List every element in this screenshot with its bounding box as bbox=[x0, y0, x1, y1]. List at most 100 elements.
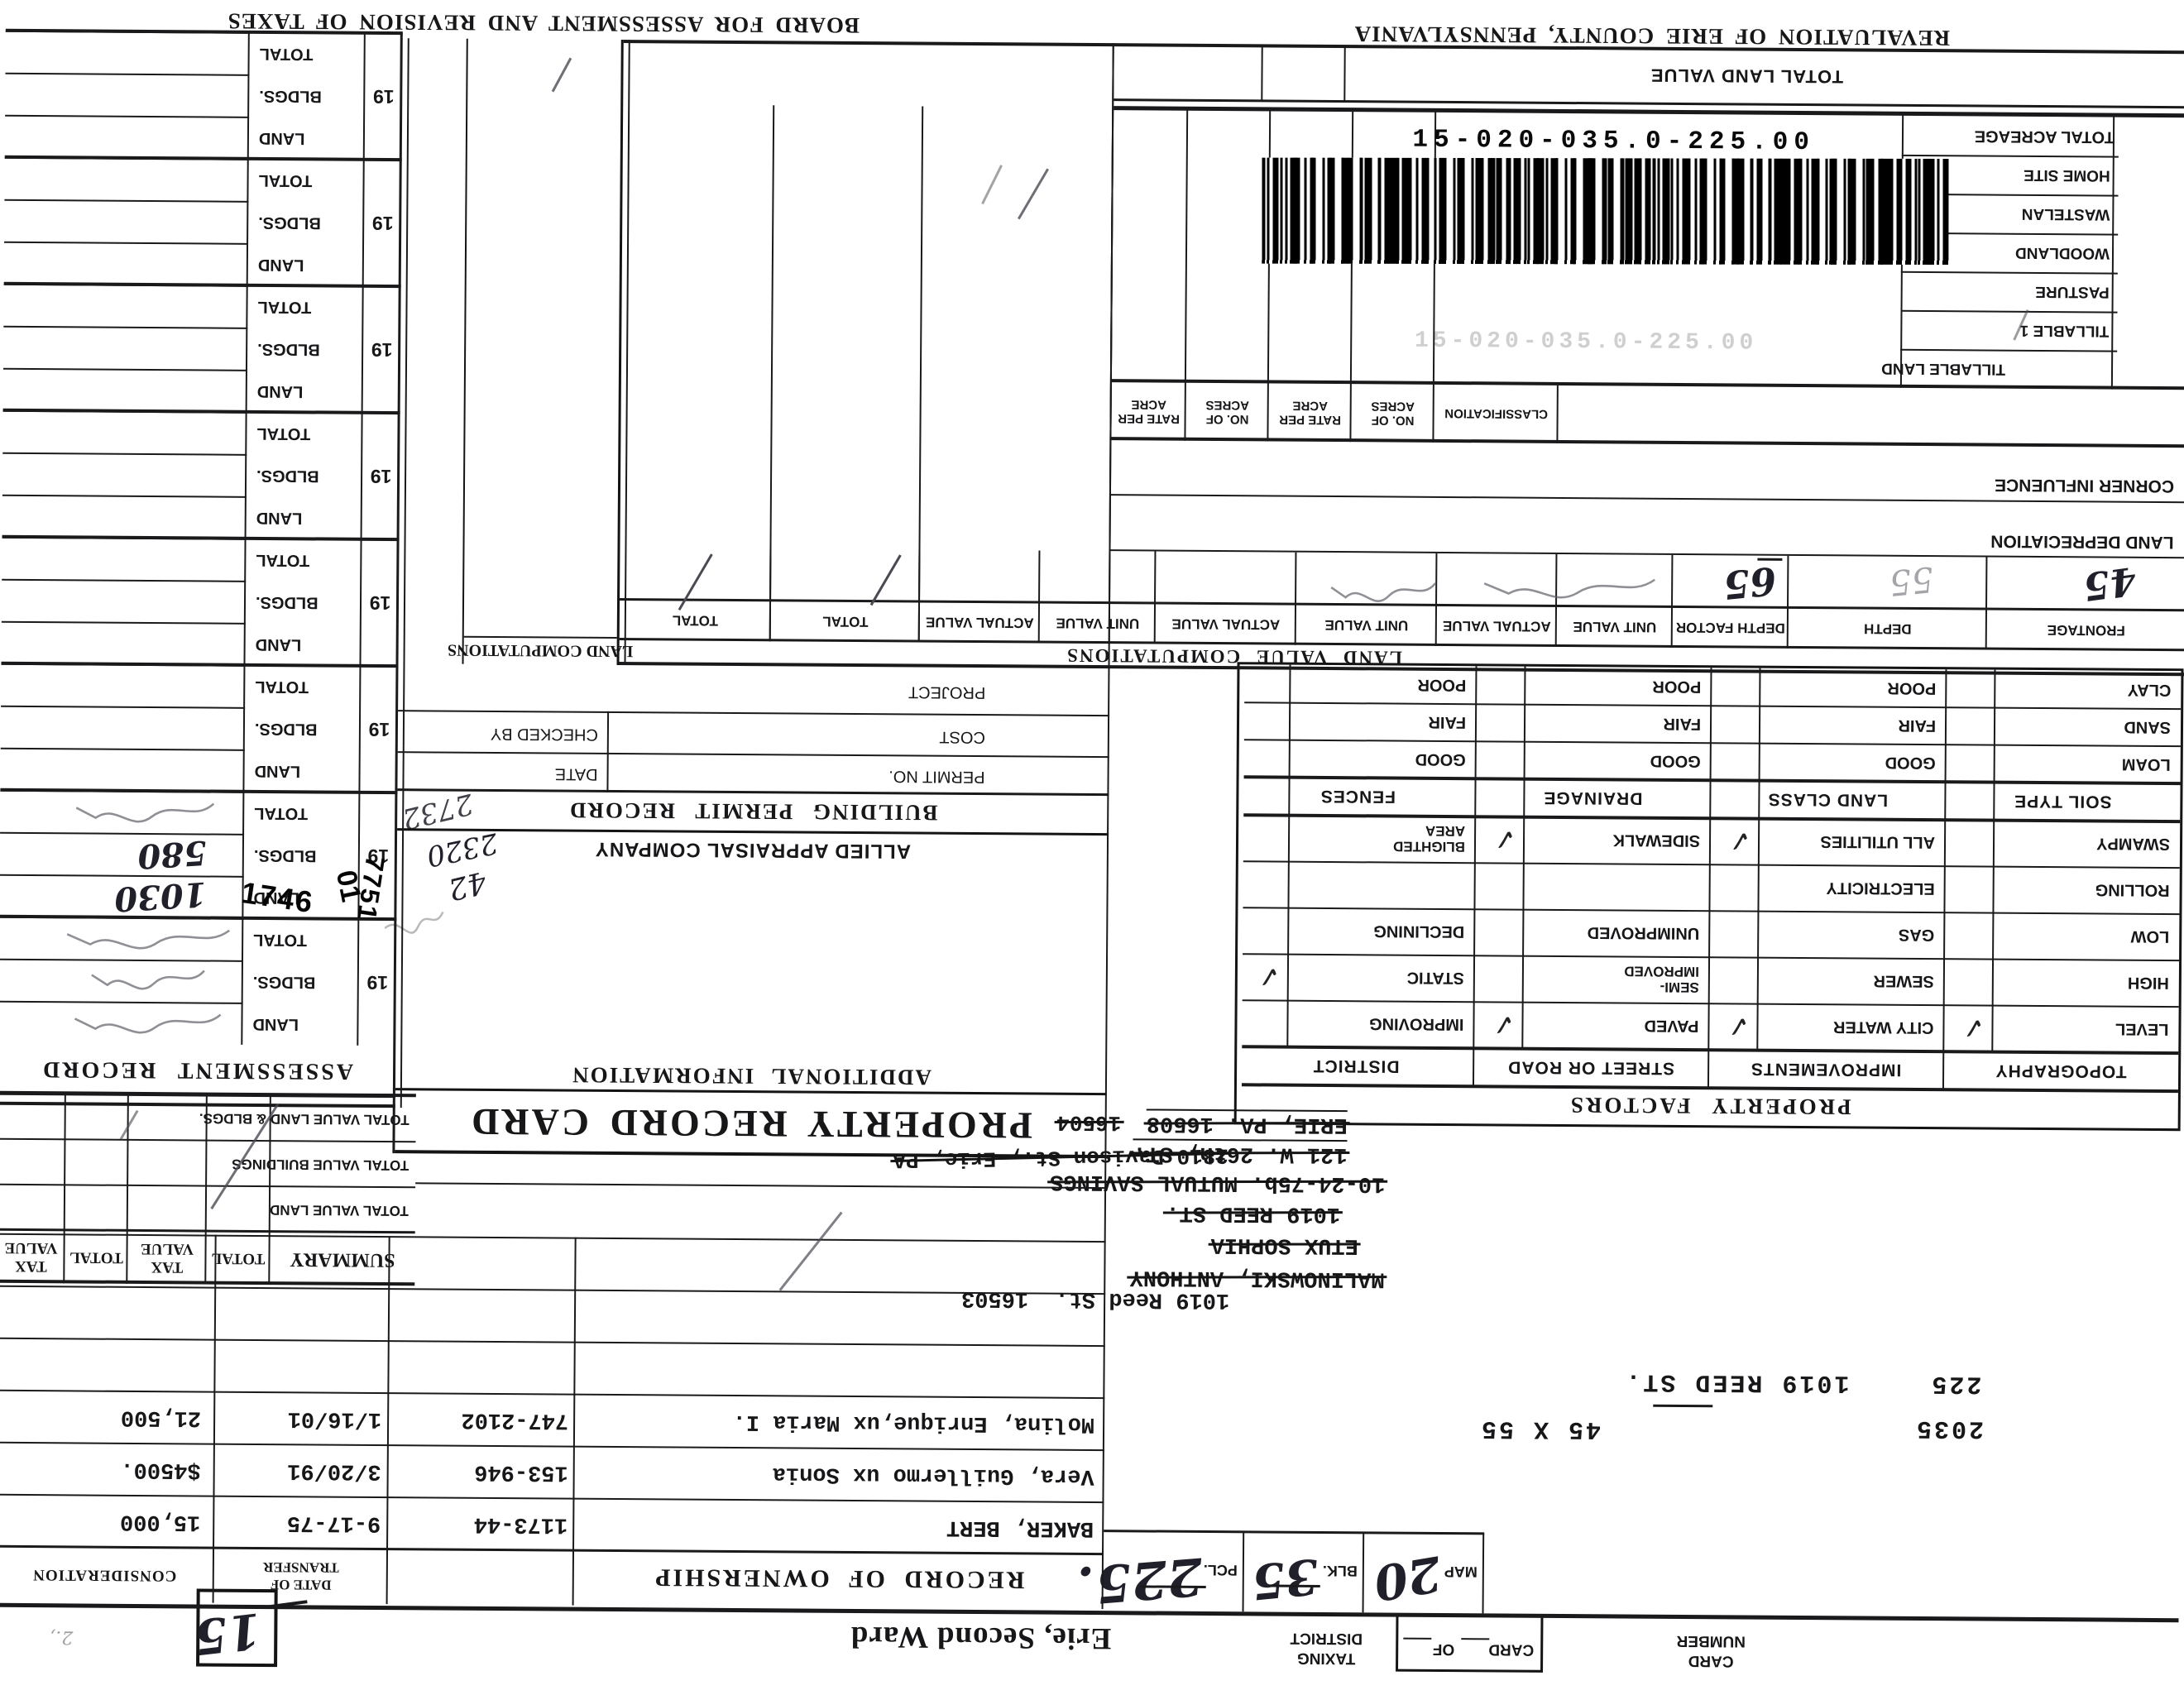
assessment-row-label: BLDGS. bbox=[256, 466, 319, 486]
ownership-date: 9-17-75 bbox=[286, 1510, 381, 1536]
lvc-header-3: UNIT VALUE bbox=[1573, 619, 1657, 635]
lvc-scribble-1 bbox=[1483, 578, 1656, 599]
typed-parcel: 225 bbox=[1929, 1369, 1982, 1398]
permit-no-label: PERMIT NO. bbox=[888, 767, 985, 787]
total-land-value-label: TOTAL LAND VALUE bbox=[1650, 65, 1844, 88]
map-value: 20 bbox=[1369, 1544, 1445, 1611]
ownership-name: BAKER, BERT bbox=[946, 1514, 1094, 1541]
assessment-scribble-total bbox=[75, 802, 215, 823]
assessment-value-line bbox=[4, 241, 249, 245]
pf-label: SEWER bbox=[1873, 971, 1934, 991]
blk-label: BLK. bbox=[1322, 1562, 1358, 1580]
assessment-value: 1030 bbox=[113, 874, 208, 919]
assessment-row-label: TOTAL bbox=[256, 550, 310, 570]
classification-header-4: RATE PER ACRE bbox=[1118, 397, 1181, 426]
revaluation-title: REVALUATION OF ERIE COUNTY, PENNSYLVANIA bbox=[1353, 22, 1951, 51]
assessment-row-label: BLDGS. bbox=[254, 719, 318, 739]
date-label: DATE bbox=[554, 764, 598, 783]
blk-value: 35 bbox=[1248, 1547, 1321, 1611]
assessment-value-line bbox=[5, 114, 250, 118]
typed-address: 1019 REED ST. bbox=[1623, 1367, 1850, 1397]
pf2-label: FAIR bbox=[1428, 712, 1467, 732]
assessment-record-title: ASSESSMENT RECORD bbox=[40, 1056, 354, 1085]
pf-group-vline bbox=[1472, 666, 1478, 1086]
summary-header-0: SUMMARY bbox=[290, 1248, 395, 1271]
assessment-value-line bbox=[2, 494, 247, 498]
additional-information-title: ADDITIONAL INFORMATION bbox=[571, 1063, 932, 1091]
assessment-row-label: BLDGS. bbox=[255, 592, 318, 612]
pf-label: SWAMPY bbox=[2096, 834, 2171, 854]
transfer: TRANSFER bbox=[262, 1559, 339, 1576]
ownership-title: RECORD OF OWNERSHIP bbox=[653, 1563, 1025, 1594]
assessment-row-label: LAND bbox=[254, 761, 301, 781]
summary-header-2: TAX VALUE bbox=[140, 1240, 194, 1276]
assessment-row-label: TOTAL bbox=[253, 930, 308, 950]
assessment-row-label: BLDGS. bbox=[257, 339, 320, 359]
pf2-label: GOOD bbox=[1415, 749, 1466, 769]
total-acreage-label: TOTAL ACREAGE bbox=[1974, 127, 2115, 146]
pf-checkmark: ✓ bbox=[1960, 1009, 1987, 1046]
ownership-consideration: 15,000 bbox=[119, 1508, 201, 1535]
assessment-value-line bbox=[3, 325, 248, 329]
ar-top2 bbox=[0, 1093, 395, 1099]
lvc-header-10: TOTAL bbox=[672, 612, 718, 629]
assessment-scribble bbox=[66, 929, 231, 950]
lvc-slash bbox=[869, 554, 902, 606]
depth-value: 55 bbox=[1887, 558, 1936, 604]
lvc-header-9: TOTAL bbox=[822, 613, 869, 630]
land-computations-box: LAND COMPUTATIONS bbox=[448, 38, 633, 666]
lvc-title: LAND VALUE COMPUTATIONS bbox=[1066, 644, 1403, 668]
assessment-value-line bbox=[1, 705, 246, 709]
project-label: PROJECT bbox=[908, 682, 986, 702]
allied-appraisal-line: ALLIED APPRAISAL COMPANY bbox=[594, 837, 912, 863]
ownership-date: 3/20/91 bbox=[287, 1458, 381, 1484]
lvc-scribble-2 bbox=[1330, 582, 1437, 602]
ownership-book_page: 747-2102 bbox=[461, 1406, 569, 1433]
date-of: DATE OF bbox=[270, 1577, 332, 1593]
lvc-header-4: ACTUAL VALUE bbox=[1442, 617, 1551, 634]
note-2320: 2320 bbox=[424, 826, 501, 873]
lvc-table: LAND VALUE COMPUTATIONS FRONTAGE DEPTH DEPT… bbox=[617, 40, 2184, 677]
summary-row-label: TOTAL VALUE LAND bbox=[270, 1202, 409, 1219]
pf-label: STATIC bbox=[1406, 968, 1464, 988]
mbp-left bbox=[1482, 1533, 1485, 1614]
taxing-district-value: Erie, Second Ward bbox=[850, 1619, 1112, 1656]
cost-label: COST bbox=[939, 727, 985, 747]
pcl-label: PCL. bbox=[1203, 1561, 1238, 1579]
pf-checkmark: ✓ bbox=[1491, 821, 1518, 857]
pf2-label: FAIR bbox=[1663, 714, 1702, 734]
district-word: DISTRICT bbox=[1290, 1629, 1363, 1648]
typed-dash bbox=[1653, 1404, 1713, 1408]
assessment-value: 580 bbox=[136, 832, 208, 876]
frontage-value: 45 bbox=[2080, 558, 2139, 610]
pf-label: LEVEL bbox=[2115, 1019, 2169, 1039]
barcode-number: 15-020-035.0-225.00 bbox=[1412, 125, 1816, 158]
ownership-book_page: 1173-44 bbox=[473, 1511, 568, 1537]
assessment-scribble bbox=[74, 1013, 222, 1034]
ownership-consideration: $4500. bbox=[120, 1456, 201, 1482]
bpr-line3 bbox=[398, 710, 1110, 717]
map-blk-pcl-box: MAP 20 BLK. 35 PCL. 225. bbox=[1075, 1530, 1485, 1616]
lvc-header-5: UNIT VALUE bbox=[1324, 616, 1409, 634]
barcode-number-ghost: 15-020-035.0-225.00 bbox=[1414, 328, 1758, 357]
depth-factor-dash bbox=[1757, 558, 1783, 561]
card-of-of-label: OF bbox=[1432, 1640, 1455, 1659]
lvc-header-7: UNIT VALUE bbox=[1056, 615, 1140, 632]
corner-influence-label: CORNER INFLUENCE bbox=[1994, 475, 2175, 496]
assessment-row-label: TOTAL bbox=[255, 677, 309, 697]
assessment-scribble bbox=[91, 970, 205, 990]
card-of-blank2 bbox=[1403, 1637, 1432, 1640]
assessment-value-line bbox=[0, 958, 243, 962]
acreage-label-4: WASTELAN bbox=[2021, 204, 2110, 223]
card-number-label: CARD NUMBER bbox=[1657, 1630, 1765, 1671]
own-extra-line bbox=[415, 1182, 1107, 1190]
pf-checkmark: ✓ bbox=[1255, 958, 1282, 994]
pf2-label: LOAM bbox=[2121, 754, 2171, 774]
pf-group-vline bbox=[1707, 668, 1712, 1088]
card-of-card-label: CARD bbox=[1488, 1640, 1535, 1659]
assessment-row-label: TOTAL bbox=[256, 424, 311, 443]
pcl-underline bbox=[1139, 1585, 1206, 1588]
assessment-row-label: TOTAL bbox=[257, 297, 312, 317]
pf2-label: GOOD bbox=[1650, 751, 1701, 771]
